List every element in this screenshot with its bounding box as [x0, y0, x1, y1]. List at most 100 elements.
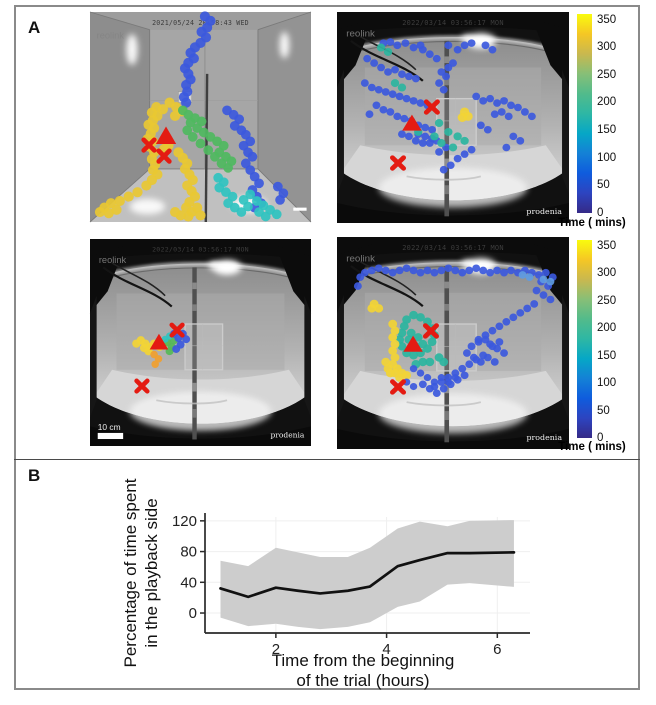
track-dot: [460, 41, 469, 50]
track-dot: [114, 195, 125, 207]
track-dot: [516, 137, 525, 145]
track-dot: [479, 97, 488, 105]
track-dot: [236, 207, 247, 217]
track-dot: [500, 97, 508, 105]
chart-plot-area: 0 40 80 120 2 4 6: [172, 513, 530, 658]
track-dot: [502, 318, 511, 326]
track-dot: [418, 339, 428, 349]
colorbar-ticks: 0 50 100 150 200 250 300 350: [577, 13, 617, 219]
track-dot: [271, 209, 282, 220]
track-dot: [272, 181, 283, 192]
track-dot: [402, 94, 411, 103]
colorbar-tick-label: 250: [597, 294, 617, 307]
track-dot: [402, 264, 411, 273]
track-dot: [182, 125, 193, 136]
track-dot: [353, 282, 362, 290]
x-tick-label: 4: [382, 641, 390, 658]
playback-time-chart: 0 40 80 120 2 4 6 Percentage of time spent in …: [121, 478, 530, 690]
track-dot: [400, 114, 409, 123]
track-dot: [103, 208, 114, 219]
track-dot: [374, 304, 384, 313]
colorbar-tick-label: 350: [597, 13, 617, 26]
track-dot: [527, 112, 536, 121]
colorbar-tick-label: 200: [597, 322, 617, 334]
track-dot: [448, 143, 458, 152]
watermark: reolink: [97, 31, 125, 41]
track-dot: [390, 326, 400, 335]
track-dot: [504, 112, 513, 121]
track-dot: [238, 195, 249, 205]
track-dot: [474, 338, 483, 346]
track-dot: [481, 335, 490, 344]
x-tick-label: 6: [493, 641, 501, 658]
track-dot: [546, 295, 555, 304]
camera-image-top-left: reolink 2021/05/24 20:58:43 WED: [90, 12, 311, 222]
track-dot: [525, 273, 534, 281]
trajectory-dots: [94, 11, 289, 222]
colorbar-tick-label: 150: [597, 124, 617, 137]
track-dot: [399, 322, 409, 331]
track-dot: [509, 132, 518, 141]
track-dot: [391, 65, 399, 74]
track-dot: [467, 145, 476, 154]
track-dot: [416, 268, 425, 277]
y-tick-label: 0: [189, 605, 197, 622]
x-axis-label-line1: Time from the beginning: [272, 651, 455, 670]
track-dot: [497, 108, 506, 116]
track-dot: [486, 94, 495, 103]
track-dot: [481, 41, 490, 50]
track-dot: [472, 92, 481, 101]
speaker-markers: [390, 323, 439, 395]
track-dot: [409, 266, 418, 275]
trajectory-dots: [360, 38, 536, 174]
track-dot: [509, 313, 518, 322]
track-dot: [435, 79, 444, 87]
track-dot: [430, 268, 439, 277]
track-dot: [495, 338, 504, 346]
colorbar-tick-label: 50: [597, 179, 610, 192]
x-marker: [390, 155, 407, 171]
track-dot: [139, 343, 149, 353]
x-marker: [390, 379, 407, 395]
colorbar-tick-label: 250: [597, 68, 617, 81]
speaker-markers: [141, 126, 177, 164]
track-dot: [409, 43, 418, 52]
track-dot: [495, 322, 504, 331]
track-dot: [172, 345, 181, 353]
track-dot: [458, 364, 467, 373]
track-dot: [182, 335, 191, 344]
track-dot: [442, 72, 450, 81]
track-dot: [539, 291, 548, 299]
track-dot: [458, 268, 467, 277]
playback-speaker-triangle: [402, 114, 422, 131]
track-dot: [427, 337, 437, 347]
track-dot: [465, 360, 474, 368]
colorbar-bottom: 0 50 100 150 200 250 300 350: [577, 240, 617, 444]
x-marker: [156, 148, 172, 164]
track-dot: [418, 139, 427, 147]
track-dot: [247, 151, 258, 162]
x-marker: [141, 137, 157, 153]
x-axis-label-line2: of the trial (hours): [296, 671, 429, 690]
panel-a-label: A: [28, 18, 41, 37]
track-dot: [516, 309, 525, 317]
track-dot: [254, 207, 264, 217]
colorbar-gradient: [577, 14, 592, 213]
track-dot: [388, 90, 397, 98]
track-dot: [395, 266, 404, 275]
track-dot: [393, 112, 402, 121]
track-dot: [453, 45, 462, 54]
track-dot: [398, 130, 406, 138]
track-dot: [467, 342, 476, 351]
track-dot: [381, 266, 390, 275]
track-dot: [398, 70, 406, 78]
track-dot: [416, 313, 425, 322]
track-dot: [393, 41, 402, 50]
colorbar-tick-label: 100: [597, 377, 617, 389]
track-dot: [532, 286, 541, 295]
track-dot: [379, 105, 388, 114]
track-dot: [444, 264, 453, 273]
colorbar-title: Time ( mins): [558, 441, 626, 453]
track-dot: [376, 43, 386, 52]
